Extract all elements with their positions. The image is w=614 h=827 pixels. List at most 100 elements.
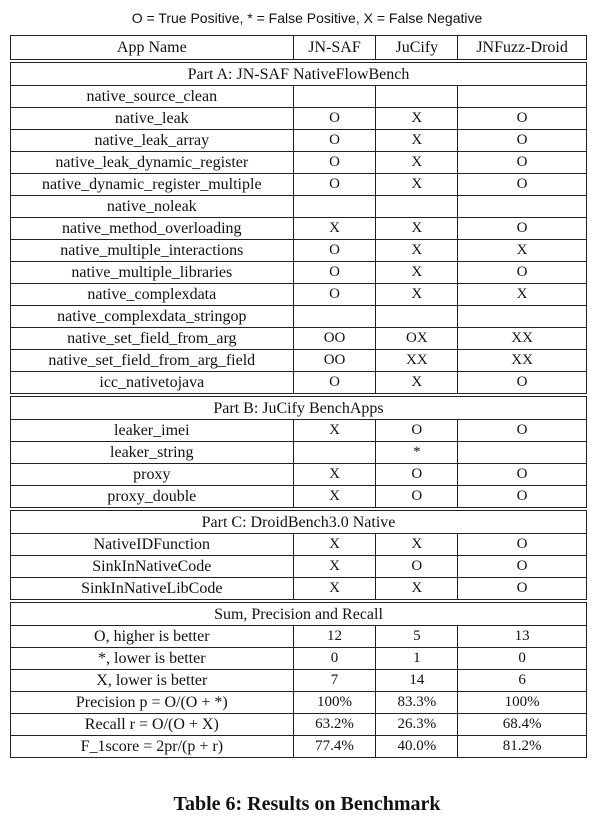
column-header-app-name: App Name xyxy=(10,35,294,63)
result-cell: O xyxy=(457,533,587,556)
table-row: *, lower is better 0 1 0 xyxy=(10,647,587,670)
app-name-cell: native_multiple_libraries xyxy=(10,261,294,284)
result-cell: O xyxy=(292,283,377,306)
table-row: X, lower is better 7 14 6 xyxy=(10,669,587,692)
result-cell: * xyxy=(375,441,459,464)
app-name-cell: O, higher is better xyxy=(10,625,294,648)
table-row: native_leak_array O X O xyxy=(10,129,587,152)
result-cell: O xyxy=(292,239,377,262)
table-row: SinkInNativeLibCode X X O xyxy=(10,577,587,603)
result-cell: OO xyxy=(292,327,377,350)
result-cell: O xyxy=(457,577,587,603)
result-cell: 7 xyxy=(292,669,377,692)
result-cell: O xyxy=(292,129,377,152)
section-title-row: Part A: JN-SAF NativeFlowBench xyxy=(10,60,587,86)
table-row: native_set_field_from_arg_field OO XX XX xyxy=(10,349,587,372)
app-name-cell: SinkInNativeCode xyxy=(10,555,294,578)
result-cell: 100% xyxy=(292,691,377,714)
result-cell xyxy=(292,85,377,108)
result-cell: XX xyxy=(457,327,587,350)
result-cell: X xyxy=(375,239,459,262)
section-title: Part A: JN-SAF NativeFlowBench xyxy=(10,60,587,86)
result-cell: XX xyxy=(457,349,587,372)
app-name-cell: proxy_double xyxy=(10,485,294,511)
result-cell: O xyxy=(457,129,587,152)
table-row: native_source_clean xyxy=(10,85,587,108)
table-row: leaker_string * xyxy=(10,441,587,464)
table-row: native_leak O X O xyxy=(10,107,587,130)
section-title: Part B: JuCify BenchApps xyxy=(10,394,587,420)
result-cell: 5 xyxy=(375,625,459,648)
result-cell: 100% xyxy=(457,691,587,714)
result-cell: O xyxy=(457,151,587,174)
result-cell: X xyxy=(375,371,459,397)
result-cell: O xyxy=(457,107,587,130)
app-name-cell: native_noleak xyxy=(10,195,294,218)
table-row: F_1score = 2pr/(p + r) 77.4% 40.0% 81.2% xyxy=(10,735,587,758)
result-cell: 40.0% xyxy=(375,735,459,758)
table-legend: O = True Positive, * = False Positive, X… xyxy=(131,10,483,26)
result-cell: X xyxy=(457,283,587,306)
table-row: proxy_double X O O xyxy=(10,485,587,511)
app-name-cell: SinkInNativeLibCode xyxy=(10,577,294,603)
app-name-cell: NativeIDFunction xyxy=(10,533,294,556)
table-row: Recall r = O/(O + X) 63.2% 26.3% 68.4% xyxy=(10,713,587,736)
result-cell xyxy=(457,195,587,218)
result-cell: X xyxy=(292,217,377,240)
result-cell: 1 xyxy=(375,647,459,670)
result-cell: O xyxy=(457,463,587,486)
section-title: Part C: DroidBench3.0 Native xyxy=(10,508,587,534)
table-row: native_method_overloading X X O xyxy=(10,217,587,240)
section-title-row: Part C: DroidBench3.0 Native xyxy=(10,508,587,534)
table-row: Precision p = O/(O + *) 100% 83.3% 100% xyxy=(10,691,587,714)
result-cell: X xyxy=(375,217,459,240)
table-row: leaker_imei X O O xyxy=(10,419,587,442)
section-title: Sum, Precision and Recall xyxy=(10,600,587,626)
result-cell: X xyxy=(375,173,459,196)
table-row: native_dynamic_register_multiple O X O xyxy=(10,173,587,196)
result-cell: 13 xyxy=(457,625,587,648)
result-cell: O xyxy=(457,419,587,442)
result-cell: X xyxy=(375,129,459,152)
app-name-cell: leaker_imei xyxy=(10,419,294,442)
result-cell: OX xyxy=(375,327,459,350)
result-cell xyxy=(457,85,587,108)
app-name-cell: leaker_string xyxy=(10,441,294,464)
app-name-cell: X, lower is better xyxy=(10,669,294,692)
app-name-cell: icc_nativetojava xyxy=(10,371,294,397)
result-cell: 83.3% xyxy=(375,691,459,714)
result-cell: X xyxy=(292,485,377,511)
table-row: SinkInNativeCode X O O xyxy=(10,555,587,578)
table-row: native_noleak xyxy=(10,195,587,218)
app-name-cell: native_source_clean xyxy=(10,85,294,108)
result-cell: O xyxy=(457,485,587,511)
result-cell: X xyxy=(375,283,459,306)
result-cell: O xyxy=(292,173,377,196)
column-header-jucify: JuCify xyxy=(375,35,459,63)
header-row: App Name JN-SAF JuCify JNFuzz-Droid xyxy=(10,35,587,63)
result-cell: O xyxy=(375,485,459,511)
app-name-cell: proxy xyxy=(10,463,294,486)
table-row: native_multiple_interactions O X X xyxy=(10,239,587,262)
result-cell xyxy=(292,441,377,464)
result-cell: 81.2% xyxy=(457,735,587,758)
app-name-cell: *, lower is better xyxy=(10,647,294,670)
table-header: App Name JN-SAF JuCify JNFuzz-Droid xyxy=(10,35,587,63)
result-cell: X xyxy=(292,533,377,556)
app-name-cell: native_complexdata_stringop xyxy=(10,305,294,328)
column-header-jn-saf: JN-SAF xyxy=(292,35,377,63)
results-table: App Name JN-SAF JuCify JNFuzz-Droid Part… xyxy=(10,35,587,758)
result-cell: X xyxy=(457,239,587,262)
app-name-cell: native_complexdata xyxy=(10,283,294,306)
result-cell xyxy=(375,85,459,108)
result-cell: O xyxy=(292,261,377,284)
result-cell: X xyxy=(292,419,377,442)
result-cell: 0 xyxy=(292,647,377,670)
table-row: native_complexdata_stringop xyxy=(10,305,587,328)
result-cell: X xyxy=(292,577,377,603)
result-cell: O xyxy=(292,107,377,130)
result-cell: 0 xyxy=(457,647,587,670)
result-cell: O xyxy=(292,151,377,174)
app-name-cell: native_set_field_from_arg xyxy=(10,327,294,350)
table-row: O, higher is better 12 5 13 xyxy=(10,625,587,648)
